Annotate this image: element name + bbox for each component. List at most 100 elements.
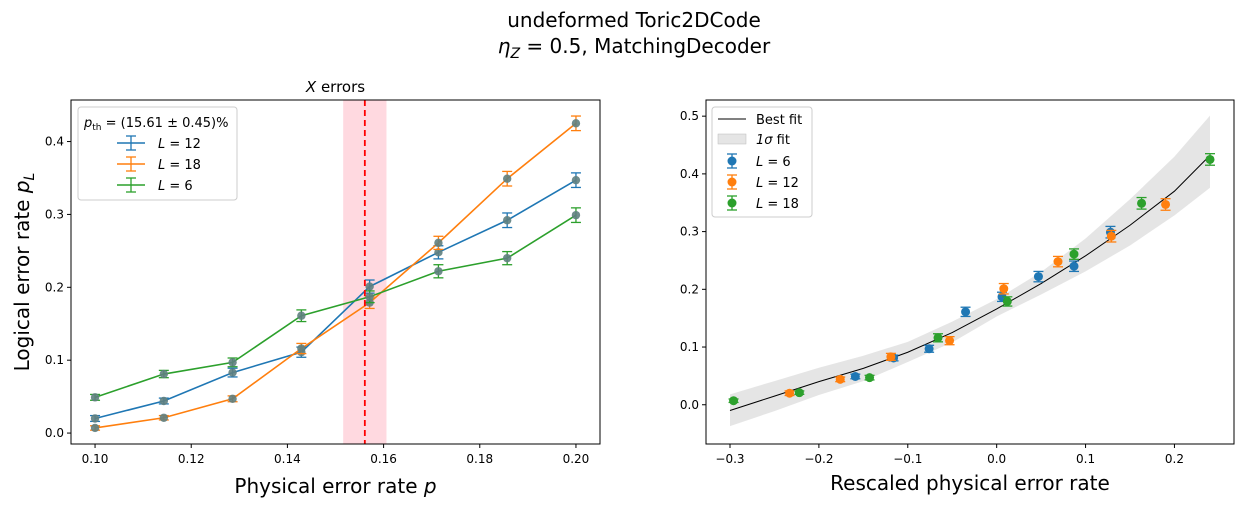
legend-marker-handle-orange bbox=[727, 174, 737, 190]
right-legend-item-L18: L = 18 bbox=[727, 195, 799, 212]
legend-title-rest: = (15.61 ± 0.45)% bbox=[102, 116, 229, 131]
right-xlabel: Rescaled physical error rate bbox=[830, 471, 1110, 495]
right-xtick-label-2: −0.1 bbox=[893, 452, 922, 466]
left-s0-point-4 bbox=[365, 282, 374, 291]
left-legend-item-L6: L = 6 bbox=[117, 177, 193, 194]
left-ylabel: Logical error rate pL bbox=[10, 173, 38, 372]
right-xtick-label-4: 0.1 bbox=[1076, 452, 1095, 466]
left-title-rest: errors bbox=[316, 78, 365, 96]
left-xtick-label-5: 0.20 bbox=[563, 452, 590, 466]
left-s1-point-7 bbox=[571, 119, 581, 128]
left-s1-point-2 bbox=[228, 394, 237, 404]
right-panel: −0.3 −0.2 −0.1 0.0 0.1 0.20.00.10.20.30.40.5 … bbox=[680, 99, 1235, 495]
right-s0-point-0 bbox=[850, 371, 860, 381]
left-legend-label-L18: L = 18 bbox=[158, 158, 201, 173]
right-legend-item-band: 1σ fit bbox=[717, 133, 790, 148]
legend-title-sub: th bbox=[92, 123, 101, 133]
left-s0-point-1 bbox=[159, 396, 169, 406]
right-s2-point-3 bbox=[933, 333, 943, 343]
left-series-1 bbox=[90, 115, 581, 433]
right-s2-point-2 bbox=[865, 373, 875, 383]
left-xlabel-text: Physical error rate bbox=[234, 474, 423, 498]
legend-marker-handle-green-dot bbox=[727, 198, 737, 208]
right-s1-point-2 bbox=[886, 352, 896, 362]
right-s0-point-6 bbox=[1069, 261, 1079, 271]
legend-marker-handle-blue bbox=[727, 153, 737, 169]
left-ytick-label-0: 0.0 bbox=[45, 426, 64, 440]
left-s0-point-7 bbox=[571, 175, 581, 185]
right-s1-point-1 bbox=[835, 374, 845, 384]
left-xtick-label-2: 0.14 bbox=[274, 452, 301, 466]
right-xtick-label-0: −0.3 bbox=[715, 452, 744, 466]
best-fit-line bbox=[729, 155, 1211, 411]
left-panel-title: X errors bbox=[305, 78, 365, 96]
left-ytick-label-4: 0.4 bbox=[45, 135, 64, 149]
right-legend: Best fit 1σ fit L = 6 L = 12 L = 18 bbox=[711, 106, 813, 218]
left-s2-point-7 bbox=[571, 210, 581, 220]
left-series-line-2 bbox=[94, 214, 577, 399]
right-s0-point-5 bbox=[1033, 272, 1043, 282]
left-s2-point-2 bbox=[228, 358, 237, 367]
right-xtick-label-3: 0.0 bbox=[987, 452, 1006, 466]
right-legend-label-band: 1σ fit bbox=[756, 133, 790, 148]
left-s2-point-4 bbox=[365, 292, 374, 301]
right-s2-point-1 bbox=[794, 388, 804, 398]
left-axes-frame bbox=[70, 99, 601, 445]
legend-marker-handle-blue-dot bbox=[727, 156, 737, 166]
right-ytick-label-5: 0.5 bbox=[680, 109, 699, 123]
left-xtick-label-1: 0.12 bbox=[178, 452, 205, 466]
left-legend-label-L6: L = 6 bbox=[158, 179, 193, 194]
left-title-symbol: X bbox=[305, 78, 317, 96]
right-xtick-label-1: −0.2 bbox=[804, 452, 833, 466]
right-axes-frame bbox=[705, 99, 1235, 445]
right-series-2 bbox=[728, 153, 1215, 406]
right-ticks: −0.3 −0.2 −0.1 0.0 0.1 0.2 0.0 0.1 0.2 0.3 0.4 0.5 bbox=[680, 109, 1184, 466]
right-legend-item-L6: L = 6 bbox=[727, 153, 791, 170]
right-s1-point-0 bbox=[785, 388, 795, 398]
left-ylabel-text: Logical error rate bbox=[10, 193, 34, 371]
left-xtick-label-3: 0.16 bbox=[370, 452, 397, 466]
right-ytick-label-2: 0.2 bbox=[680, 282, 699, 296]
right-series-layer bbox=[728, 153, 1215, 406]
right-ytick-label-3: 0.3 bbox=[680, 225, 699, 239]
left-xlabel-symbol: p bbox=[423, 474, 437, 498]
left-ylabel-symbol: p bbox=[10, 180, 34, 194]
right-xtick-label-5: 0.2 bbox=[1165, 452, 1184, 466]
right-legend-label-L18: L = 18 bbox=[756, 197, 799, 212]
left-s0-point-2 bbox=[228, 368, 237, 377]
left-s0-point-5 bbox=[434, 248, 443, 257]
right-ytick-label-4: 0.4 bbox=[680, 167, 699, 181]
title-eta-subscript: Z bbox=[509, 46, 520, 62]
left-ytick-label-1: 0.1 bbox=[45, 353, 64, 367]
right-legend-label-L12: L = 12 bbox=[756, 176, 799, 191]
legend-marker-handle-orange-dot bbox=[727, 177, 737, 187]
right-series-1 bbox=[784, 198, 1171, 398]
right-s1-point-5 bbox=[1053, 257, 1063, 267]
right-legend-label-L6: L = 6 bbox=[756, 155, 791, 170]
right-s1-point-7 bbox=[1161, 199, 1171, 209]
left-legend-frame bbox=[77, 106, 238, 201]
left-legend: pth = (15.61 ± 0.45)% L = 12 L = 18 L = … bbox=[77, 106, 238, 201]
left-s2-point-0 bbox=[90, 393, 100, 402]
right-ytick-label-1: 0.1 bbox=[680, 340, 699, 354]
left-s0-point-0 bbox=[90, 414, 100, 423]
left-s1-point-0 bbox=[90, 423, 100, 433]
legend-errorbar-handle-blue bbox=[117, 135, 145, 151]
left-xtick-label-0: 0.10 bbox=[82, 452, 109, 466]
legend-band-swatch bbox=[717, 133, 747, 145]
legend-errorbar-handle-orange bbox=[117, 156, 145, 172]
right-s2-point-4 bbox=[1002, 296, 1012, 306]
right-legend-label-best-fit: Best fit bbox=[756, 113, 802, 128]
right-background-layer bbox=[729, 115, 1211, 427]
left-series-2 bbox=[90, 207, 581, 402]
left-series-layer bbox=[90, 100, 581, 444]
figure-title-line1: undeformed Toric2DCode bbox=[507, 8, 761, 32]
right-s2-point-7 bbox=[1205, 154, 1215, 164]
left-s1-point-6 bbox=[502, 174, 512, 183]
left-xtick-label-4: 0.18 bbox=[466, 452, 493, 466]
left-ytick-label-3: 0.3 bbox=[45, 207, 64, 221]
right-s2-point-6 bbox=[1137, 198, 1147, 208]
left-ytick-label-2: 0.2 bbox=[45, 280, 64, 294]
right-s1-point-3 bbox=[945, 336, 955, 346]
